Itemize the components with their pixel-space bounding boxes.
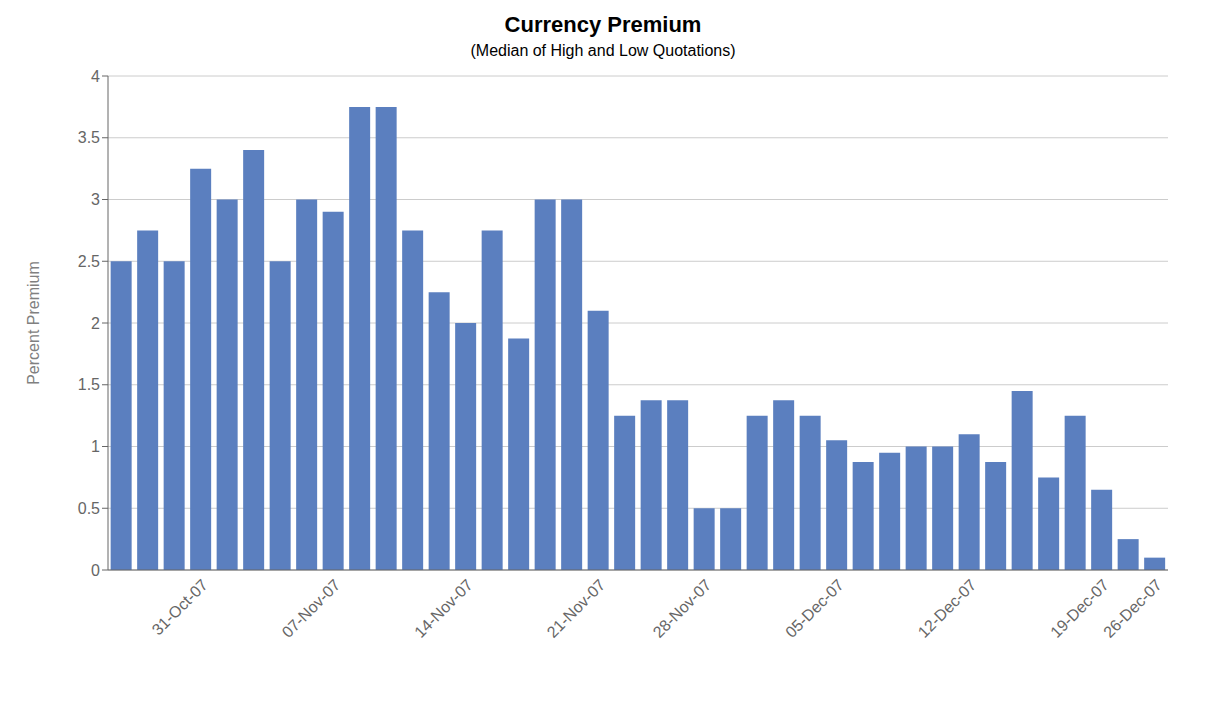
svg-text:1: 1 [91, 438, 100, 455]
svg-text:19-Dec-07: 19-Dec-07 [1047, 576, 1112, 641]
svg-text:2: 2 [91, 315, 100, 332]
svg-text:05-Dec-07: 05-Dec-07 [782, 576, 847, 641]
svg-text:3: 3 [91, 191, 100, 208]
svg-text:28-Nov-07: 28-Nov-07 [650, 576, 715, 641]
svg-text:26-Dec-07: 26-Dec-07 [1100, 576, 1165, 641]
svg-text:3.5: 3.5 [78, 129, 100, 146]
svg-text:21-Nov-07: 21-Nov-07 [544, 576, 609, 641]
svg-text:1.5: 1.5 [78, 376, 100, 393]
svg-text:4: 4 [91, 68, 100, 85]
svg-text:Percent Premium: Percent Premium [25, 261, 42, 385]
svg-text:31-Oct-07: 31-Oct-07 [149, 576, 211, 638]
html-text:Currency Premium: Currency Premium [504, 12, 702, 37]
html-text:(Median of High and Low Quotat: (Median of High and Low Quotations) [470, 42, 736, 59]
svg-text:12-Dec-07: 12-Dec-07 [915, 576, 980, 641]
svg-text:14-Nov-07: 14-Nov-07 [411, 576, 476, 641]
svg-text:07-Nov-07: 07-Nov-07 [279, 576, 344, 641]
svg-text:2.5: 2.5 [78, 253, 100, 270]
svg-text:0: 0 [91, 562, 100, 579]
svg-text:0.5: 0.5 [78, 500, 100, 517]
